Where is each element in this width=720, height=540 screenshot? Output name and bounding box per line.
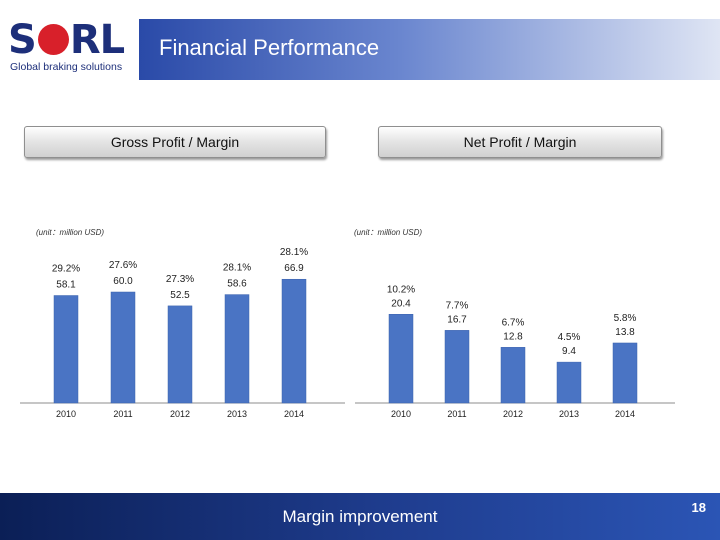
value-label-1-2012: 52.5 [170,290,190,301]
x-tick-label-2-2010: 2010 [391,409,411,419]
margin-label-2-2010: 10.2% [387,284,415,295]
net-profit-header: Net Profit / Margin [378,126,662,158]
financial-charts: 58.1 29.2% 2010 60.0 27.6% 2011 52.5 27.3% 2012 5… [20,247,675,419]
value-label-1-2010: 58.1 [56,280,76,291]
logo-letters-rl: RL [69,17,125,63]
title-band: Financial Performance [139,19,720,80]
x-tick-label-2-2011: 2011 [447,409,466,419]
value-label-2-2013: 9.4 [562,346,576,357]
margin-label-1-2013: 28.1% [223,263,251,274]
logo-wordmark: S RL [8,17,125,63]
bar-2-2012 [500,347,526,404]
unit-label-gross: (unit：million USD) [36,228,105,237]
margin-label-1-2010: 29.2% [52,264,80,275]
value-label-2-2012: 12.8 [503,331,523,342]
bar-1-2011 [110,291,136,404]
logo-tagline: Global braking solutions [10,61,123,73]
bar-1-2013 [224,294,250,404]
margin-label-2-2013: 4.5% [558,332,581,343]
x-tick-label-1-2013: 2013 [227,409,247,419]
footer-banner: Margin improvement 18 [0,493,720,540]
unit-label-net: (unit：million USD) [354,228,423,237]
x-tick-label-1-2011: 2011 [113,409,132,419]
margin-label-2-2011: 7.7% [446,300,469,311]
bar-2-2010 [388,314,414,404]
gross-profit-header: Gross Profit / Margin [24,126,326,158]
page-title: Financial Performance [159,35,380,60]
sorl-logo: S RL Global braking solutions [8,18,136,80]
x-tick-label-1-2010: 2010 [56,409,76,419]
bar-2-2011 [444,330,470,404]
value-label-1-2011: 60.0 [113,276,133,287]
x-tick-label-1-2014: 2014 [284,409,304,419]
page-number: 18 [691,500,706,515]
bar-1-2012 [167,305,193,404]
logo-letter-s: S [8,17,37,63]
margin-label-1-2011: 27.6% [109,260,137,271]
value-label-1-2014: 66.9 [284,263,304,274]
margin-label-1-2014: 28.1% [280,247,308,258]
margin-label-1-2012: 27.3% [166,274,194,285]
margin-label-2-2014: 5.8% [614,313,637,324]
x-tick-label-2-2013: 2013 [559,409,579,419]
footer-caption: Margin improvement [282,507,438,526]
x-tick-label-2-2014: 2014 [615,409,635,419]
x-tick-label-2-2012: 2012 [503,409,523,419]
globe-icon [37,23,69,55]
bar-1-2010 [53,295,79,404]
value-label-2-2014: 13.8 [615,327,635,338]
value-label-1-2013: 58.6 [227,279,247,290]
value-label-2-2011: 16.7 [447,314,467,325]
x-tick-label-1-2012: 2012 [170,409,190,419]
value-label-2-2010: 20.4 [391,298,411,309]
bar-2-2013 [556,361,582,404]
bar-1-2014 [281,278,307,404]
margin-label-2-2012: 6.7% [502,317,525,328]
bar-2-2014 [612,342,638,404]
